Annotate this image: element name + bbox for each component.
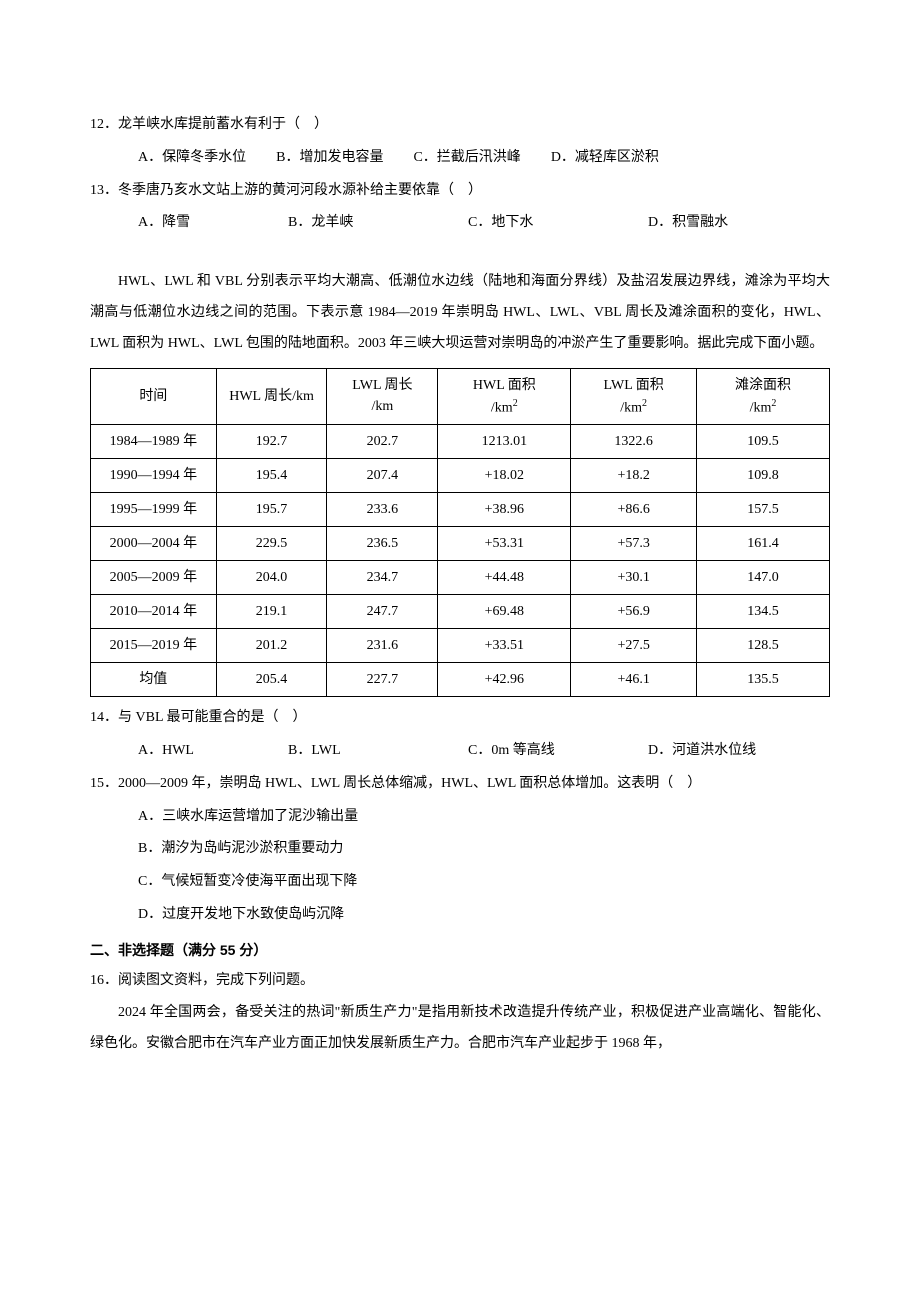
table-cell: 247.7: [327, 595, 438, 629]
th-hwl-len: HWL 周长/km: [216, 368, 327, 425]
q12-options: A．保障冬季水位 B．增加发电容量 C．拦截后汛洪峰 D．减轻库区淤积: [90, 143, 830, 174]
table-cell: +33.51: [438, 629, 571, 663]
q15-stem: 15．2000—2009 年，崇明岛 HWL、LWL 周长总体缩减，HWL、LW…: [90, 769, 830, 800]
q12-opt-c: C．拦截后汛洪峰: [413, 143, 520, 174]
q13-options: A．降雪 B．龙羊峡 C．地下水 D．积雪融水: [90, 208, 830, 239]
table-cell: 109.5: [696, 425, 829, 459]
table-cell: 202.7: [327, 425, 438, 459]
table-cell: 均值: [91, 663, 217, 697]
table-row: 1984—1989 年192.7202.71213.011322.6109.5: [91, 425, 830, 459]
table-cell: 1984—1989 年: [91, 425, 217, 459]
table-cell: 233.6: [327, 493, 438, 527]
table-cell: 227.7: [327, 663, 438, 697]
table-cell: 231.6: [327, 629, 438, 663]
q15-opt-a: A．三峡水库运营增加了泥沙输出量: [138, 802, 830, 833]
table-cell: 1995—1999 年: [91, 493, 217, 527]
table-cell: 195.4: [216, 459, 327, 493]
q13-opt-b: B．龙羊峡: [288, 208, 438, 239]
table-cell: +30.1: [571, 561, 697, 595]
table-cell: 195.7: [216, 493, 327, 527]
table-cell: +57.3: [571, 527, 697, 561]
table-cell: 2015—2019 年: [91, 629, 217, 663]
q16-paragraph: 2024 年全国两会，备受关注的热词"新质生产力"是指用新技术改造提升传统产业，…: [90, 998, 830, 1060]
table-cell: +42.96: [438, 663, 571, 697]
q15-opt-d: D．过度开发地下水致使岛屿沉降: [138, 900, 830, 931]
table-cell: 128.5: [696, 629, 829, 663]
table-cell: +18.02: [438, 459, 571, 493]
q14-opt-b: B．LWL: [288, 736, 438, 767]
q14-options: A．HWL B．LWL C．0m 等高线 D．河道洪水位线: [90, 736, 830, 767]
table-cell: 157.5: [696, 493, 829, 527]
table-header-row: 时间 HWL 周长/km LWL 周长/km HWL 面积/km2 LWL 面积…: [91, 368, 830, 425]
table-cell: 234.7: [327, 561, 438, 595]
table-cell: 205.4: [216, 663, 327, 697]
table-cell: 192.7: [216, 425, 327, 459]
q12-stem: 12．龙羊峡水库提前蓄水有利于（ ）: [90, 110, 830, 141]
th-lwl-len: LWL 周长/km: [327, 368, 438, 425]
table-cell: 207.4: [327, 459, 438, 493]
table-cell: 2005—2009 年: [91, 561, 217, 595]
table-cell: 109.8: [696, 459, 829, 493]
q13-stem: 13．冬季唐乃亥水文站上游的黄河河段水源补给主要依靠（ ）: [90, 176, 830, 207]
q15-opt-b: B．潮汐为岛屿泥沙淤积重要动力: [138, 834, 830, 865]
th-tantu-area: 滩涂面积/km2: [696, 368, 829, 425]
section-2-heading: 二、非选择题（满分 55 分）: [90, 935, 830, 966]
q13-opt-d: D．积雪融水: [648, 208, 728, 239]
q14-stem: 14．与 VBL 最可能重合的是（ ）: [90, 703, 830, 734]
q12-opt-a: A．保障冬季水位: [138, 143, 246, 174]
table-cell: 1213.01: [438, 425, 571, 459]
th-lwl-area: LWL 面积/km2: [571, 368, 697, 425]
q15-opt-c: C．气候短暂变冷使海平面出现下降: [138, 867, 830, 898]
table-row: 2015—2019 年201.2231.6+33.51+27.5128.5: [91, 629, 830, 663]
table-cell: 1322.6: [571, 425, 697, 459]
table-cell: +18.2: [571, 459, 697, 493]
table-cell: 236.5: [327, 527, 438, 561]
table-row: 1995—1999 年195.7233.6+38.96+86.6157.5: [91, 493, 830, 527]
table-cell: +69.48: [438, 595, 571, 629]
q14-opt-c: C．0m 等高线: [468, 736, 618, 767]
th-hwl-area: HWL 面积/km2: [438, 368, 571, 425]
q16-stem: 16．阅读图文资料，完成下列问题。: [90, 966, 830, 997]
table-cell: 1990—1994 年: [91, 459, 217, 493]
q14-opt-d: D．河道洪水位线: [648, 736, 756, 767]
table-row: 2000—2004 年229.5236.5+53.31+57.3161.4: [91, 527, 830, 561]
passage-intro: HWL、LWL 和 VBL 分别表示平均大潮高、低潮位水边线（陆地和海面分界线）…: [90, 267, 830, 359]
table-cell: +44.48: [438, 561, 571, 595]
th-time: 时间: [91, 368, 217, 425]
table-cell: 134.5: [696, 595, 829, 629]
table-cell: 229.5: [216, 527, 327, 561]
table-cell: +27.5: [571, 629, 697, 663]
table-cell: +38.96: [438, 493, 571, 527]
q13-opt-c: C．地下水: [468, 208, 618, 239]
q12-opt-b: B．增加发电容量: [276, 143, 383, 174]
table-cell: 147.0: [696, 561, 829, 595]
table-cell: 219.1: [216, 595, 327, 629]
table-row: 2010—2014 年219.1247.7+69.48+56.9134.5: [91, 595, 830, 629]
table-cell: +46.1: [571, 663, 697, 697]
table-cell: 161.4: [696, 527, 829, 561]
q15-options: A．三峡水库运营增加了泥沙输出量 B．潮汐为岛屿泥沙淤积重要动力 C．气候短暂变…: [90, 802, 830, 931]
table-cell: 135.5: [696, 663, 829, 697]
data-table: 时间 HWL 周长/km LWL 周长/km HWL 面积/km2 LWL 面积…: [90, 368, 830, 698]
table-row: 2005—2009 年204.0234.7+44.48+30.1147.0: [91, 561, 830, 595]
table-cell: +56.9: [571, 595, 697, 629]
table-cell: +53.31: [438, 527, 571, 561]
q13-opt-a: A．降雪: [138, 208, 258, 239]
table-cell: 2010—2014 年: [91, 595, 217, 629]
table-cell: 204.0: [216, 561, 327, 595]
table-row: 均值205.4227.7+42.96+46.1135.5: [91, 663, 830, 697]
table-row: 1990—1994 年195.4207.4+18.02+18.2109.8: [91, 459, 830, 493]
table-cell: 201.2: [216, 629, 327, 663]
q12-opt-d: D．减轻库区淤积: [551, 143, 659, 174]
table-cell: +86.6: [571, 493, 697, 527]
table-cell: 2000—2004 年: [91, 527, 217, 561]
q14-opt-a: A．HWL: [138, 736, 258, 767]
